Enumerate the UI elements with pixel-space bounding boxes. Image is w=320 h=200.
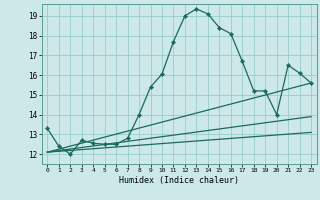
X-axis label: Humidex (Indice chaleur): Humidex (Indice chaleur) [119, 176, 239, 185]
